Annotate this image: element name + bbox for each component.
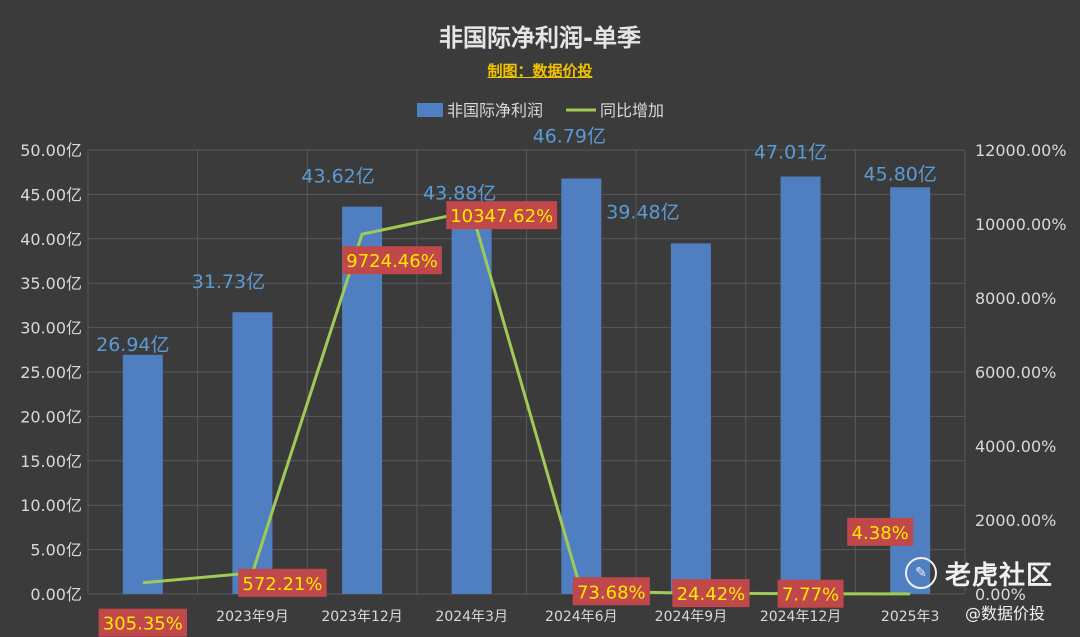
pct-label-box [98, 608, 188, 637]
x-tick-label: 2024年9月 [655, 609, 728, 625]
y-right-tick-label: 10000.00% [975, 215, 1067, 234]
y-right-tick-label: 4000.00% [975, 437, 1056, 456]
y-left-tick-label: 5.00亿 [30, 541, 82, 560]
x-tick-label: 2024年6月 [545, 609, 618, 625]
chart-title: 非国际净利润-单季 [439, 24, 641, 52]
y-left-tick-label: 50.00亿 [20, 141, 82, 160]
bar [670, 243, 711, 594]
legend-bar-swatch [417, 103, 443, 117]
y-right-tick-label: 12000.00% [975, 141, 1067, 160]
y-left-tick-label: 15.00亿 [20, 452, 82, 471]
bar [232, 312, 273, 594]
bar [561, 178, 602, 594]
bar-value-label: 46.79亿 [533, 126, 606, 148]
pct-value-label: 305.35% [103, 614, 183, 635]
bar-value-label: 47.01亿 [754, 142, 827, 164]
watermark-handle: @数据价投 [965, 604, 1046, 623]
x-tick-label: 2023年12月 [321, 609, 402, 625]
bar-value-label: 43.62亿 [301, 166, 374, 188]
y-left-tick-label: 0.00亿 [30, 585, 82, 604]
y-left-tick-label: 20.00亿 [20, 407, 82, 426]
tiger-logo-icon: ✎ [905, 557, 937, 589]
y-left-tick-label: 10.00亿 [20, 496, 82, 515]
bar-value-label: 43.88亿 [423, 182, 496, 204]
pct-value-label: 572.21% [242, 574, 322, 595]
y-right-tick-label: 0.00% [975, 585, 1026, 604]
bar [122, 354, 163, 594]
pct-value-label: 9724.46% [346, 251, 438, 272]
pct-label-box [847, 517, 914, 546]
chart-subtitle: 制图：数据价投 [487, 62, 593, 80]
pct-value-label: 24.42% [677, 584, 746, 605]
bar [780, 176, 821, 594]
watermark-brand: 老虎社区 [945, 560, 1054, 591]
x-tick-label: 2025年3 [881, 609, 940, 625]
bar-value-label: 31.73亿 [192, 271, 265, 293]
legend-line-label: 同比增加 [600, 101, 664, 120]
pct-label-box [572, 577, 650, 606]
y-left-tick-label: 25.00亿 [20, 363, 82, 382]
pct-value-label: 7.77% [782, 585, 839, 606]
pct-label-box [238, 568, 327, 597]
bar-value-label: 45.80亿 [863, 163, 936, 185]
pct-label-box [342, 246, 442, 275]
y-left-tick-label: 30.00亿 [20, 319, 82, 338]
watermark: ✎ 老虎社区 [905, 556, 1075, 591]
y-left-tick-label: 45.00亿 [20, 185, 82, 204]
y-right-tick-label: 6000.00% [975, 363, 1056, 382]
pct-value-label: 73.68% [577, 582, 646, 603]
pct-label-box [446, 201, 558, 230]
bar [451, 204, 492, 595]
pct-value-label: 10347.62% [450, 206, 553, 227]
x-tick-label: 2023年9月 [216, 609, 289, 625]
y-left-tick-label: 35.00亿 [20, 274, 82, 293]
x-tick-label: 2024年3月 [435, 609, 508, 625]
bar-value-label: 39.48亿 [606, 201, 679, 223]
y-right-tick-label: 8000.00% [975, 289, 1056, 308]
x-tick-label: 2024年12月 [760, 609, 841, 625]
bar-value-label: 26.94亿 [96, 334, 169, 356]
legend-bar-label: 非国际净利润 [447, 101, 543, 120]
y-left-tick-label: 40.00亿 [20, 230, 82, 249]
pct-label-box [777, 579, 844, 608]
pct-label-box [672, 579, 750, 608]
y-right-tick-label: 2000.00% [975, 511, 1056, 530]
pct-value-label: 4.38% [852, 523, 909, 544]
